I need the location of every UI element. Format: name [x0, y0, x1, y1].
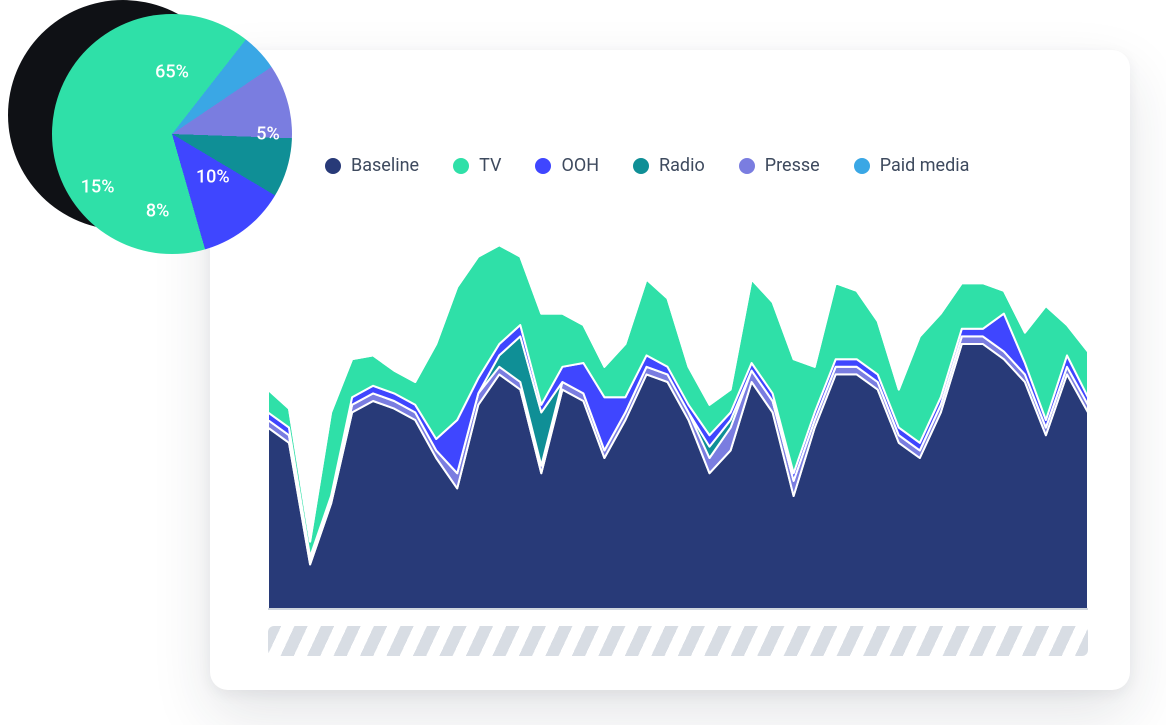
- legend-swatch-paid: [854, 158, 870, 174]
- pie-slice-label-tv: 65%: [155, 61, 189, 82]
- area-chart: [268, 230, 1088, 610]
- legend-item-tv: TV: [453, 155, 501, 176]
- legend-item-baseline: Baseline: [325, 155, 419, 176]
- legend-label: Radio: [659, 155, 705, 176]
- pie-chart: 65% 5% 10% 8% 15%: [8, 0, 298, 290]
- legend-swatch-tv: [453, 158, 469, 174]
- legend-item-paid: Paid media: [854, 155, 970, 176]
- stage: Baseline TV OOH Radio Presse Paid media: [0, 0, 1166, 725]
- pie-slice-label-paid: 5%: [256, 124, 279, 145]
- legend: Baseline TV OOH Radio Presse Paid media: [325, 155, 969, 176]
- legend-item-radio: Radio: [633, 155, 705, 176]
- pie-slice-label-presse: 10%: [196, 167, 230, 188]
- legend-swatch-radio: [633, 158, 649, 174]
- legend-swatch-presse: [739, 158, 755, 174]
- legend-swatch-baseline: [325, 158, 341, 174]
- pie-slice-label-ooh: 15%: [81, 176, 115, 197]
- legend-label: Baseline: [351, 155, 419, 176]
- chart-card: Baseline TV OOH Radio Presse Paid media: [210, 50, 1130, 690]
- legend-label: Paid media: [880, 155, 970, 176]
- legend-label: OOH: [561, 155, 599, 176]
- legend-item-presse: Presse: [739, 155, 820, 176]
- legend-label: Presse: [765, 155, 820, 176]
- legend-swatch-ooh: [535, 158, 551, 174]
- pie-slice-label-radio: 8%: [146, 200, 169, 221]
- x-axis-line: [268, 608, 1088, 610]
- legend-label: TV: [479, 155, 501, 176]
- area-chart-svg: [268, 230, 1088, 610]
- legend-item-ooh: OOH: [535, 155, 599, 176]
- x-axis-placeholder: [268, 626, 1088, 656]
- hatch-pattern: [268, 626, 1088, 656]
